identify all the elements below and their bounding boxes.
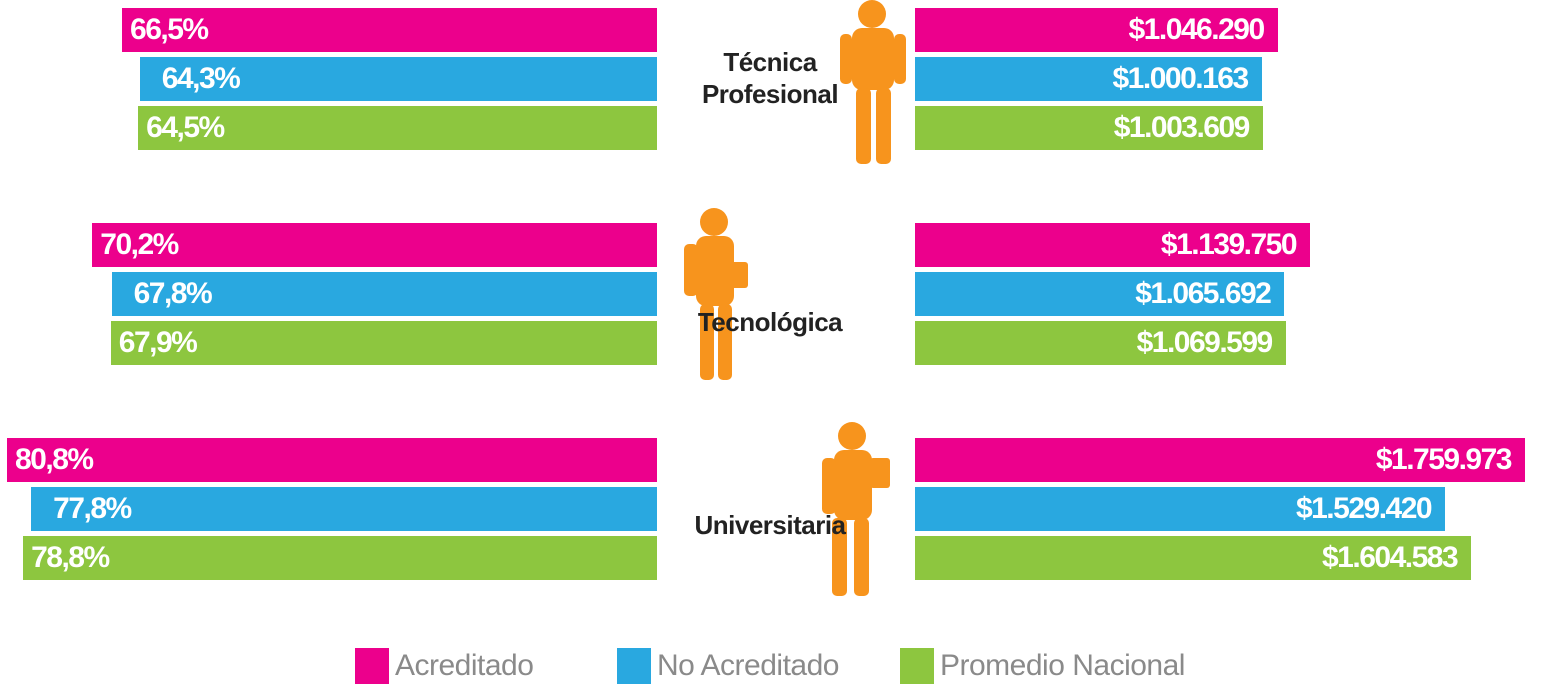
bar [110, 321, 657, 365]
bar [915, 321, 1286, 365]
bar [122, 8, 657, 52]
bar [31, 487, 657, 531]
bar [915, 536, 1472, 580]
value-label: $1.069.599 [1136, 326, 1274, 359]
category-label: Técnica Profesional [701, 47, 839, 109]
value-label: $1.046.290 [1128, 13, 1265, 46]
value-label: 77,8% [53, 492, 132, 525]
bar [915, 487, 1446, 531]
bar [915, 8, 1278, 52]
legend-swatch [355, 648, 389, 684]
value-label: 80,8% [15, 443, 94, 476]
bar [139, 57, 657, 101]
bar [111, 272, 657, 316]
bar [915, 106, 1263, 150]
bar [7, 438, 657, 482]
legend-swatch [617, 648, 651, 684]
value-label: $1.139.750 [1160, 228, 1298, 261]
bar [915, 223, 1311, 267]
legend-label: Promedio Nacional [940, 649, 1185, 682]
value-label: $1.003.609 [1113, 111, 1251, 144]
bar [915, 438, 1525, 482]
value-label: $1.000.163 [1112, 62, 1250, 95]
value-label: 78,8% [31, 541, 110, 574]
legend-swatch [900, 648, 934, 684]
value-label: 67,8% [133, 277, 213, 310]
bar [915, 57, 1262, 101]
legend-label: Acreditado [395, 649, 534, 682]
value-label: $1.604.583 [1322, 541, 1459, 574]
bar [138, 106, 657, 150]
figure-technician [840, 0, 906, 164]
category-label: Universitaria [694, 510, 846, 540]
value-label: $1.529.420 [1295, 492, 1433, 525]
legend-label: No Acreditado [657, 649, 839, 682]
bar [23, 536, 657, 580]
category-label: Tecnológica [697, 307, 843, 337]
value-label: 70,2% [100, 228, 179, 261]
value-label: $1.759.973 [1375, 443, 1513, 476]
figure-student [684, 208, 748, 380]
bar [92, 223, 657, 267]
value-label: 67,9% [118, 326, 198, 359]
value-label: 64,3% [161, 62, 241, 95]
value-label: 64,5% [146, 111, 225, 144]
value-label: 66,5% [130, 13, 209, 46]
figure-graduate [822, 422, 890, 596]
bar [915, 272, 1285, 316]
value-label: $1.065.692 [1135, 277, 1272, 310]
